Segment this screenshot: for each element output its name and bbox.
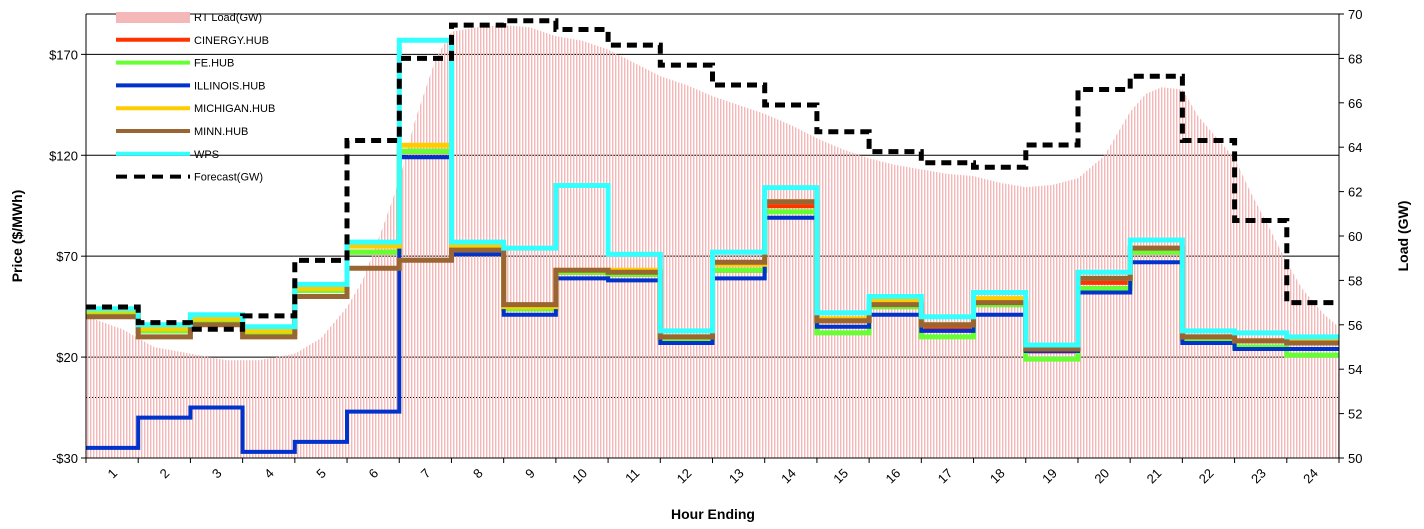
x-tick-label: 10 [569, 466, 590, 487]
left-tick-label: $170 [49, 47, 78, 62]
x-tick-label: 12 [674, 466, 695, 487]
x-tick-label: 17 [935, 466, 956, 487]
legend: RT Load(GW) CINERGY.HUB FE.HUB ILLINOIS.HUB… [116, 12, 275, 184]
x-tick-label: 3 [209, 466, 225, 482]
legend-item: RT Load(GW) [116, 12, 262, 24]
legend-label: CINERGY.HUB [194, 35, 269, 47]
forecast-series [86, 18, 1339, 332]
x-tick-label: 16 [882, 466, 903, 487]
x-tick-label: 9 [522, 466, 538, 482]
right-tick-label: 50 [1348, 451, 1362, 466]
legend-item: CINERGY.HUB [116, 35, 269, 47]
x-tick-label: 19 [1039, 466, 1060, 487]
x-tick-label: 21 [1144, 466, 1165, 487]
right-tick-label: 52 [1348, 407, 1362, 422]
x-tick-label: 7 [418, 466, 434, 482]
right-tick-label: 64 [1348, 140, 1362, 155]
left-axis-ticks: -$30 $20 $70 $120 $170 [49, 47, 86, 466]
x-tick-label: 18 [987, 466, 1008, 487]
legend-label: MINN.HUB [194, 126, 248, 138]
right-tick-label: 68 [1348, 51, 1362, 66]
x-tick-label: 4 [261, 466, 277, 482]
x-tick-label: 8 [470, 466, 486, 482]
x-axis-ticks: 1 2 3 4 5 6 7 8 9 10 11 12 13 14 15 16 17 18 19 20 21 22 23 24 [85, 458, 1340, 487]
x-tick-label: 2 [157, 466, 173, 482]
right-tick-label: 54 [1348, 362, 1362, 377]
right-axis-ticks: 50 52 54 56 58 60 62 64 66 68 70 [1339, 7, 1362, 466]
x-tick-label: 23 [1248, 466, 1269, 487]
legend-label: WPS [194, 149, 219, 161]
left-tick-label: $70 [56, 249, 78, 264]
x-tick-label: 14 [778, 466, 799, 487]
legend-swatch [116, 12, 190, 23]
x-tick-label: 15 [830, 466, 851, 487]
x-tick-label: 6 [365, 466, 381, 482]
right-tick-label: 66 [1348, 96, 1362, 111]
legend-item: MINN.HUB [116, 126, 248, 138]
x-tick-label: 20 [1091, 466, 1112, 487]
x-axis-title: Hour Ending [671, 506, 755, 522]
right-tick-label: 70 [1348, 7, 1362, 22]
right-tick-label: 62 [1348, 185, 1362, 200]
left-tick-label: $20 [56, 350, 78, 365]
left-tick-label: -$30 [52, 451, 78, 466]
legend-label: Forecast(GW) [194, 172, 263, 184]
x-tick-label: 5 [313, 466, 329, 482]
x-tick-label: 1 [104, 466, 120, 482]
series-wps [86, 37, 1339, 348]
right-tick-label: 58 [1348, 273, 1362, 288]
x-tick-label: 11 [622, 466, 642, 486]
forecast-line [86, 18, 1339, 332]
legend-label: RT Load(GW) [194, 12, 262, 24]
left-tick-label: $120 [49, 148, 78, 163]
right-tick-label: 60 [1348, 229, 1362, 244]
x-tick-label: 13 [726, 466, 747, 487]
legend-item: FE.HUB [116, 58, 234, 70]
legend-item: Forecast(GW) [116, 172, 263, 184]
x-tick-label: 24 [1300, 466, 1321, 487]
legend-item: WPS [116, 149, 219, 161]
y-axis-right-title: Load (GW) [1395, 201, 1411, 272]
legend-label: FE.HUB [194, 58, 234, 70]
legend-item: MICHIGAN.HUB [116, 103, 275, 115]
legend-label: ILLINOIS.HUB [194, 80, 266, 92]
legend-item: ILLINOIS.HUB [116, 80, 266, 92]
series-illinois-hub [86, 155, 1339, 454]
legend-label: MICHIGAN.HUB [194, 103, 275, 115]
y-axis-left-title: Price ($/MWh) [9, 190, 25, 283]
right-tick-label: 56 [1348, 318, 1362, 333]
x-tick-label: 22 [1196, 466, 1217, 487]
